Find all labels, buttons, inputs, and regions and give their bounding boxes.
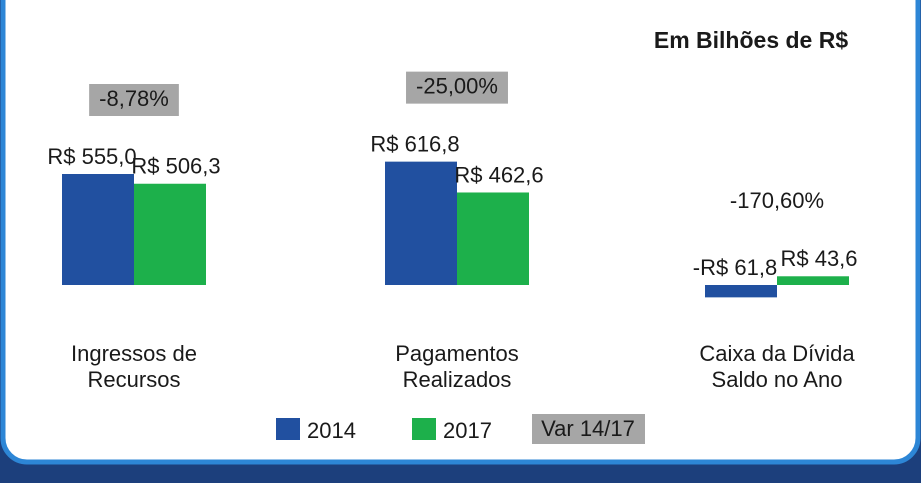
- value-label: R$ 555,0: [47, 144, 136, 169]
- bar: [457, 192, 529, 285]
- variation-label: -25,00%: [416, 73, 498, 98]
- variation-box: [89, 84, 179, 116]
- chart-title: Em Bilhões de R$: [654, 27, 848, 53]
- legend-swatch: [412, 418, 436, 440]
- value-label: R$ 462,6: [454, 162, 543, 187]
- x-tick-label: Caixa da Dívida Saldo no Ano: [699, 341, 855, 392]
- value-label: R$ 43,6: [780, 246, 857, 271]
- x-tick-label: Pagamentos Realizados: [395, 341, 519, 392]
- legend-label: 2017: [443, 418, 492, 443]
- bar: [385, 161, 457, 285]
- legend-label: Var 14/17: [541, 416, 635, 441]
- value-label: R$ 506,3: [131, 154, 220, 179]
- bar: [62, 174, 134, 285]
- value-label: R$ 616,8: [370, 131, 459, 156]
- value-label: -R$ 61,8: [693, 255, 777, 280]
- x-tick-label: Ingressos de Recursos: [71, 341, 197, 392]
- legend-swatch: [532, 414, 645, 444]
- bar: [705, 285, 777, 298]
- variation-label: -170,60%: [730, 188, 824, 213]
- bar: [777, 276, 849, 285]
- legend-label: 2014: [307, 418, 356, 443]
- variation-label: -8,78%: [99, 86, 169, 111]
- legend-swatch: [276, 418, 300, 440]
- variation-box: [406, 71, 508, 104]
- bar: [134, 183, 206, 285]
